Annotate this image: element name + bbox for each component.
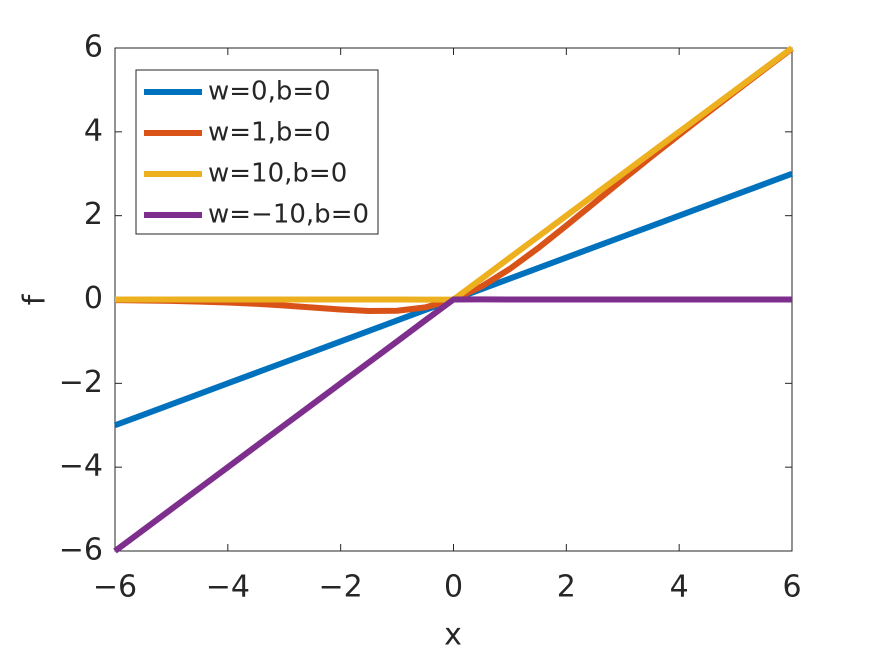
series-line (113, 296, 792, 554)
y-tick-label: 2 (84, 197, 103, 232)
y-axis-label: f (18, 293, 53, 305)
x-tick-label: 6 (782, 570, 801, 605)
legend: w=0,b=0 w=1,b=0 w=10,b=0 w=−10,b=0 (135, 69, 379, 235)
x-axis-label: x (444, 618, 462, 653)
legend-label: w=1,b=0 (208, 118, 331, 148)
legend-label: w=0,b=0 (208, 77, 331, 107)
y-tick-label: −4 (59, 449, 103, 484)
x-tick-label: −2 (319, 570, 363, 605)
x-tick-label: −6 (93, 570, 137, 605)
x-tick-label: 0 (444, 570, 463, 605)
x-tick-label: 4 (670, 570, 689, 605)
legend-box (135, 69, 379, 235)
x-tick-label: 2 (557, 570, 576, 605)
y-tick-label: −6 (59, 533, 103, 568)
y-tick-label: −2 (59, 365, 103, 400)
x-tick-label: −4 (206, 570, 250, 605)
y-tick-label: 4 (84, 113, 103, 148)
y-tick-label: 6 (84, 30, 103, 65)
y-tick-label: 0 (84, 281, 103, 316)
legend-label: w=−10,b=0 (208, 200, 369, 230)
legend-label: w=10,b=0 (208, 159, 347, 189)
